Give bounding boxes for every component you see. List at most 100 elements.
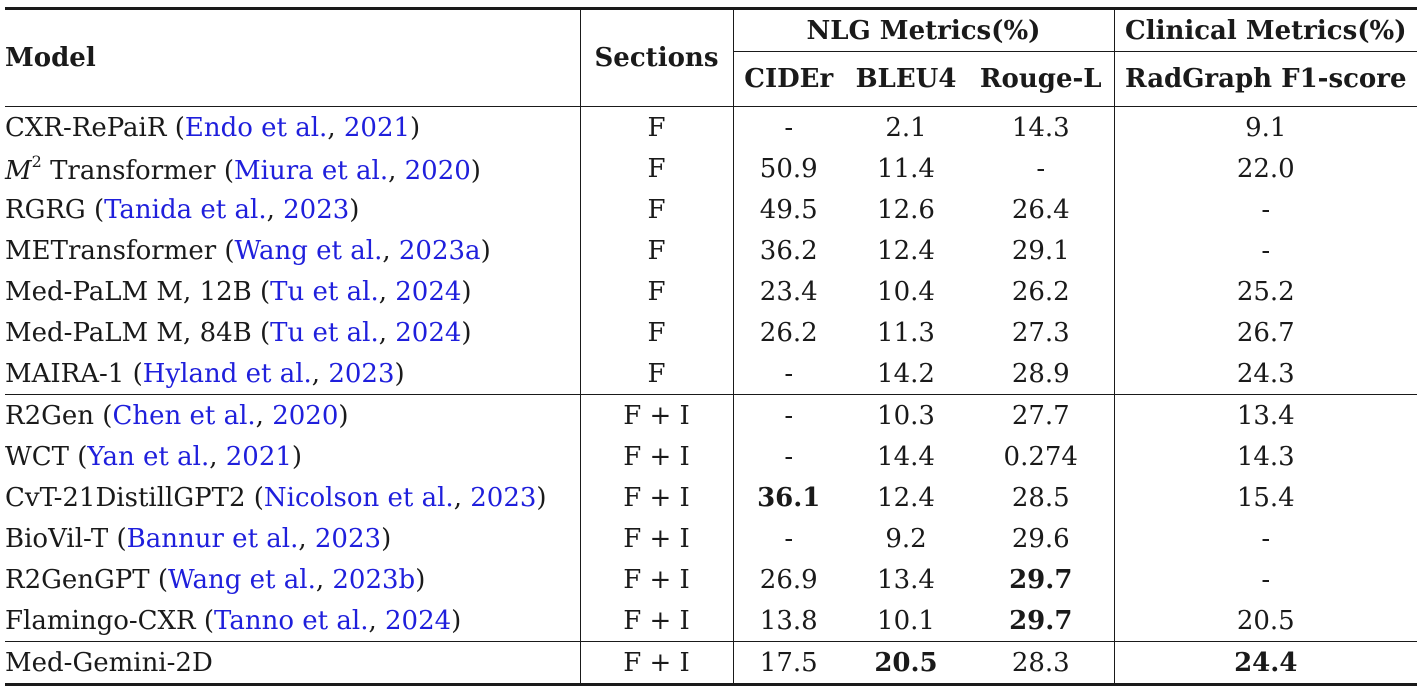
citation-authors-link[interactable]: Wang et al. — [234, 235, 383, 266]
model-name-cell: BioVil-T (Bannur et al., 2023) — [5, 518, 580, 559]
citation-year-link[interactable]: 2023b — [332, 564, 416, 595]
bleu4-cell: 2.1 — [885, 112, 927, 143]
citation-separator: , — [315, 564, 333, 595]
citation-close-paren: ) — [470, 155, 481, 186]
citation-separator: , — [209, 441, 226, 472]
bleu4-cell: 11.3 — [877, 317, 935, 348]
citation-year-link[interactable]: 2024 — [385, 605, 452, 636]
table-row: Med-PaLM M, 84B (Tu et al., 2024) F 26.2 11… — [5, 312, 1418, 353]
model-name-cell: RGRG (Tanida et al., 2023) — [5, 189, 580, 230]
bleu4-cell: 10.3 — [844, 394, 968, 436]
citation-close-paren: ) — [291, 441, 303, 472]
citation-year-link[interactable]: 2023 — [283, 194, 350, 225]
model-name: Med-PaLM M, 84B ( — [5, 317, 271, 348]
rougel-cell: 27.7 — [968, 394, 1115, 436]
cider-cell: 49.5 — [732, 189, 844, 230]
results-table: Model Sections NLG Metrics(%) Clinical M… — [5, 7, 1418, 686]
citation-close-paren: ) — [394, 358, 405, 389]
cider-cell: 26.9 — [732, 559, 844, 600]
citation-separator: , — [382, 235, 399, 266]
sections-cell: F + I — [579, 518, 733, 559]
citation-authors-link[interactable]: Miura et al. — [234, 155, 389, 186]
citation-authors-link[interactable]: Wang et al. — [168, 564, 316, 595]
bleu4-cell: 10.4 — [877, 276, 935, 307]
bleu4-cell: 12.4 — [877, 482, 935, 513]
radgraph-cell: - — [1113, 518, 1418, 559]
rougel-cell: 29.7 — [1009, 564, 1073, 595]
citation-close-paren: ) — [536, 482, 547, 513]
sections-cell: F — [579, 189, 733, 230]
model-name-cell: CXR-RePaiR (Endo et al., 2021) — [5, 107, 580, 149]
citation-year-link[interactable]: 2024 — [395, 317, 462, 348]
model-name-cell: WCT (Yan et al., 2021) — [5, 436, 580, 477]
model-name: RGRG ( — [5, 194, 105, 225]
citation-separator: , — [378, 317, 396, 348]
sections-cell: F + I — [579, 394, 733, 436]
header-nlg-metrics: NLG Metrics(%) — [732, 7, 1115, 52]
citation-authors-link[interactable]: Tu et al. — [270, 276, 379, 307]
bleu4-cell: 13.4 — [877, 564, 935, 595]
bleu4-cell: 10.1 — [877, 605, 935, 636]
model-name: CvT-21DistillGPT2 ( — [5, 482, 264, 513]
model-name-cell: R2Gen (Chen et al., 2020) — [5, 394, 580, 436]
citation-year-link[interactable]: 2023 — [328, 358, 395, 389]
cider-cell: - — [732, 518, 844, 559]
model-name-cell: CvT-21DistillGPT2 (Nicolson et al., 2023… — [5, 477, 580, 518]
model-name: METransformer ( — [5, 235, 235, 266]
citation-year-link[interactable]: 2024 — [395, 276, 462, 307]
cider-cell: 17.5 — [732, 641, 844, 686]
radgraph-cell: 26.7 — [1113, 312, 1418, 353]
citation-year-link[interactable]: 2023a — [398, 235, 481, 266]
citation-separator: , — [388, 155, 405, 186]
citation-close-paren: ) — [480, 235, 491, 266]
citation-authors-link[interactable]: Tanida et al. — [104, 194, 267, 225]
header-bleu4: BLEU4 — [844, 51, 968, 107]
citation-year-link[interactable]: 2023 — [314, 523, 382, 554]
citation-authors-link[interactable]: Nicolson et al. — [263, 482, 454, 513]
rougel-cell: 28.9 — [1011, 358, 1070, 389]
model-name: BioVil-T ( — [5, 523, 127, 554]
sections-cell: F — [579, 312, 733, 353]
citation-separator: , — [255, 400, 273, 431]
citation-year-link[interactable]: 2020 — [404, 155, 471, 186]
citation-authors-link[interactable]: Chen et al. — [112, 400, 256, 431]
table-row: R2Gen (Chen et al., 2020) F + I -10.3 27.7 1… — [5, 394, 1418, 436]
model-name-cell: Med-Gemini-2D — [5, 641, 580, 686]
cider-cell: 26.2 — [732, 312, 844, 353]
citation-authors-link[interactable]: Tu et al. — [270, 317, 379, 348]
citation-authors-link[interactable]: Tanno et al. — [214, 605, 369, 636]
sections-cell: F + I — [579, 559, 733, 600]
radgraph-cell: 24.4 — [1113, 641, 1418, 686]
citation-year-link[interactable]: 2021 — [225, 441, 292, 472]
table-row: CXR-RePaiR (Endo et al., 2021) F -2.1 14.3 9… — [5, 106, 1418, 149]
model-name-cell: METransformer (Wang et al., 2023a) — [5, 230, 580, 271]
citation-authors-link[interactable]: Hyland et al. — [142, 358, 312, 389]
citation-close-paren: ) — [461, 317, 472, 348]
header-sections: Sections — [579, 7, 733, 107]
citation-year-link[interactable]: 2020 — [272, 400, 339, 431]
citation-authors-link[interactable]: Endo et al. — [184, 112, 328, 143]
bleu4-cell: 14.4 — [877, 441, 935, 472]
model-name: CXR-RePaiR ( — [5, 112, 185, 143]
citation-authors-link[interactable]: Bannur et al. — [126, 523, 299, 554]
bleu4-cell: 20.5 — [844, 641, 968, 686]
citation-separator: , — [311, 358, 329, 389]
rougel-cell: 27.3 — [1011, 317, 1070, 348]
sections-cell: F + I — [579, 436, 733, 477]
citation-year-link[interactable]: 2021 — [343, 112, 411, 143]
citation-authors-link[interactable]: Yan et al. — [87, 441, 210, 472]
model-name-math: M — [5, 155, 32, 186]
citation-year-link[interactable]: 2023 — [470, 482, 537, 513]
table-row: BioVil-T (Bannur et al., 2023) F + I -9.2 2… — [5, 518, 1418, 559]
model-name-cell: MAIRA-1 (Hyland et al., 2023) — [5, 353, 580, 395]
radgraph-cell: 14.3 — [1113, 436, 1418, 477]
cider-cell: - — [732, 106, 844, 148]
citation-separator: , — [298, 523, 315, 554]
model-name-cell: Med-PaLM M, 12B (Tu et al., 2024) — [5, 271, 580, 312]
model-name: R2Gen ( — [5, 400, 113, 431]
bleu4-cell: 14.2 — [877, 358, 935, 389]
sections-cell: F — [579, 230, 733, 271]
model-name-cell: M2 Transformer (Miura et al., 2020) — [5, 148, 580, 189]
table-row: RGRG (Tanida et al., 2023) F 49.5 12.6 26.4- — [5, 189, 1418, 230]
rougel-cell: 26.2 — [1011, 276, 1070, 307]
